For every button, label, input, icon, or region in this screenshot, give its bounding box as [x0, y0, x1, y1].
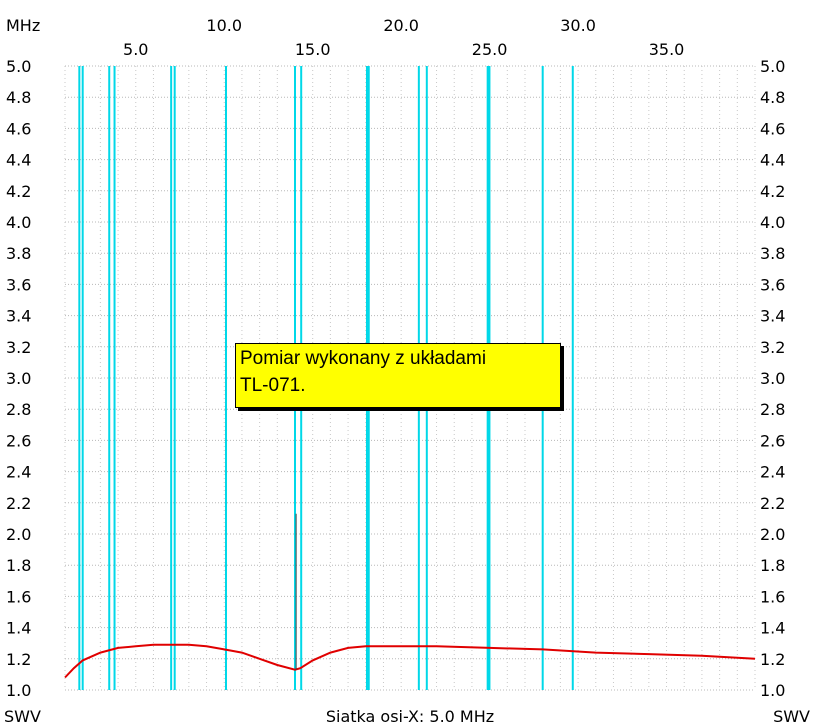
y-unit-right: SWV	[773, 707, 810, 726]
x-tick-bottom: 5.0	[123, 40, 148, 59]
x-tick-bottom: 15.0	[295, 40, 331, 59]
swr-line	[64, 643, 756, 679]
y-tick-left: 4.0	[6, 213, 31, 232]
y-tick-right: 1.4	[760, 619, 785, 638]
y-tick-left: 1.2	[6, 650, 31, 669]
x-tick-top: 10.0	[206, 16, 242, 35]
y-tick-left: 4.8	[6, 88, 31, 107]
y-tick-right: 3.0	[760, 369, 785, 388]
y-tick-right: 1.2	[760, 650, 785, 669]
y-tick-right: 4.6	[760, 119, 785, 138]
y-tick-right: 1.0	[760, 681, 785, 700]
y-tick-left: 4.4	[6, 151, 31, 170]
annotation-box: Pomiar wykonany z układami TL-071.	[235, 343, 561, 408]
y-unit-left: SWV	[4, 707, 41, 726]
y-tick-left: 1.0	[6, 681, 31, 700]
y-tick-right: 2.8	[760, 400, 785, 419]
y-tick-left: 3.2	[6, 338, 31, 357]
footer-label: Siatka osi-X: 5.0 MHz	[326, 707, 494, 726]
y-tick-left: 3.4	[6, 307, 31, 326]
x-tick-bottom: 35.0	[649, 40, 685, 59]
y-tick-right: 3.6	[760, 275, 785, 294]
y-tick-right: 4.4	[760, 151, 785, 170]
y-tick-right: 2.6	[760, 431, 785, 450]
x-unit-label: MHz	[6, 16, 40, 35]
x-tick-top: 30.0	[560, 16, 596, 35]
y-tick-right: 2.4	[760, 463, 785, 482]
y-tick-left: 1.4	[6, 619, 31, 638]
y-tick-left: 3.8	[6, 244, 31, 263]
y-tick-right: 3.2	[760, 338, 785, 357]
y-tick-left: 2.0	[6, 525, 31, 544]
y-tick-right: 1.8	[760, 556, 785, 575]
y-tick-right: 4.0	[760, 213, 785, 232]
y-tick-left: 3.6	[6, 275, 31, 294]
y-tick-left: 4.2	[6, 182, 31, 201]
y-tick-right: 4.2	[760, 182, 785, 201]
y-tick-right: 3.8	[760, 244, 785, 263]
axis-labels: MHz Siatka osi-X: 5.0 MHz SWV SWV 5.0 5.0…	[4, 16, 810, 726]
y-tick-left: 2.2	[6, 494, 31, 513]
y-tick-right: 3.4	[760, 307, 785, 326]
annotation-line-2: TL-071.	[240, 375, 306, 396]
y-tick-right: 1.6	[760, 587, 785, 606]
x-tick-bottom: 25.0	[472, 40, 508, 59]
y-tick-left: 2.8	[6, 400, 31, 419]
y-tick-left: 1.8	[6, 556, 31, 575]
series-layer	[64, 513, 756, 679]
annotation-line-1: Pomiar wykonany z układami	[240, 348, 487, 369]
y-tick-right: 2.2	[760, 494, 785, 513]
y-tick-left: 2.4	[6, 463, 31, 482]
y-tick-right: 2.0	[760, 525, 785, 544]
y-tick-left: 2.6	[6, 431, 31, 450]
y-tick-left: 4.6	[6, 119, 31, 138]
y-tick-left: 3.0	[6, 369, 31, 388]
y-tick-right: 5.0	[760, 57, 785, 76]
y-tick-left: 1.6	[6, 587, 31, 606]
y-tick-left: 5.0	[6, 57, 31, 76]
y-tick-right: 4.8	[760, 88, 785, 107]
x-tick-top: 20.0	[383, 16, 419, 35]
